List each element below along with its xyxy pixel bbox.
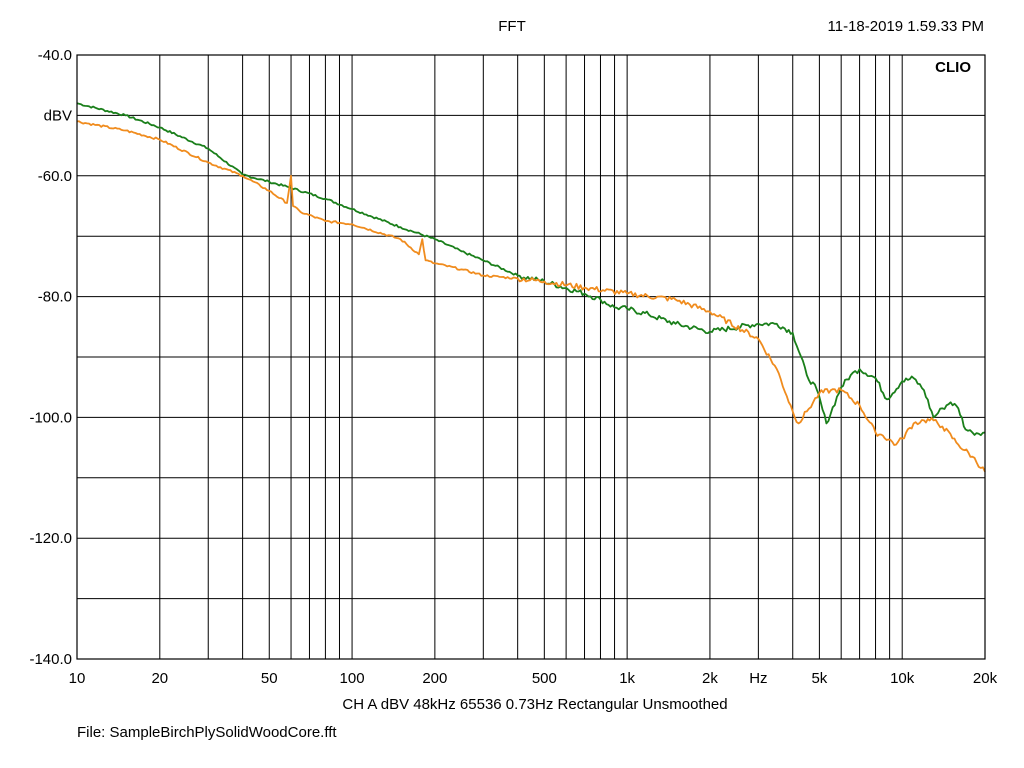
clio-logo-label: CLIO (935, 59, 971, 76)
x-tick-label: 200 (422, 670, 447, 687)
y-tick-label: -140.0 (29, 651, 72, 668)
x-tick-label: 20 (151, 670, 168, 687)
series-layer (76, 102, 986, 473)
series-line-green (76, 102, 986, 437)
plot-frame (76, 54, 986, 660)
series-line-orange (76, 120, 986, 473)
x-tick-label: 1k (619, 670, 635, 687)
timestamp: 11-18-2019 1.59.33 PM (827, 18, 985, 35)
x-tick-label: 5k (811, 670, 827, 687)
x-tick-label: 10 (69, 670, 86, 687)
y-tick-label: -80.0 (38, 289, 72, 306)
y-tick-label: -120.0 (29, 530, 72, 547)
y-tick-label: -40.0 (38, 47, 72, 64)
file-name: File: SampleBirchPlySolidWoodCore.fft (77, 724, 337, 741)
x-tick-label: 10k (890, 670, 915, 687)
y-axis-label: dBV (44, 107, 72, 124)
y-tick-label: -100.0 (29, 409, 72, 426)
y-tick-label: -60.0 (38, 168, 72, 185)
x-tick-label: 2k (702, 670, 718, 687)
x-tick-label: 100 (340, 670, 365, 687)
chart-title: FFT (498, 18, 526, 35)
axis-labels: -40.0 -60.0 -80.0 -100.0 -120.0 -140.0 10 20 50 1… (29, 47, 997, 687)
x-tick-label: 50 (261, 670, 278, 687)
x-tick-label: 500 (532, 670, 557, 687)
grid (77, 55, 985, 659)
measurement-settings: CH A dBV 48kHz 65536 0.73Hz Rectangular … (342, 696, 728, 713)
x-tick-label: 20k (973, 670, 998, 687)
x-axis-label: Hz (749, 670, 767, 687)
